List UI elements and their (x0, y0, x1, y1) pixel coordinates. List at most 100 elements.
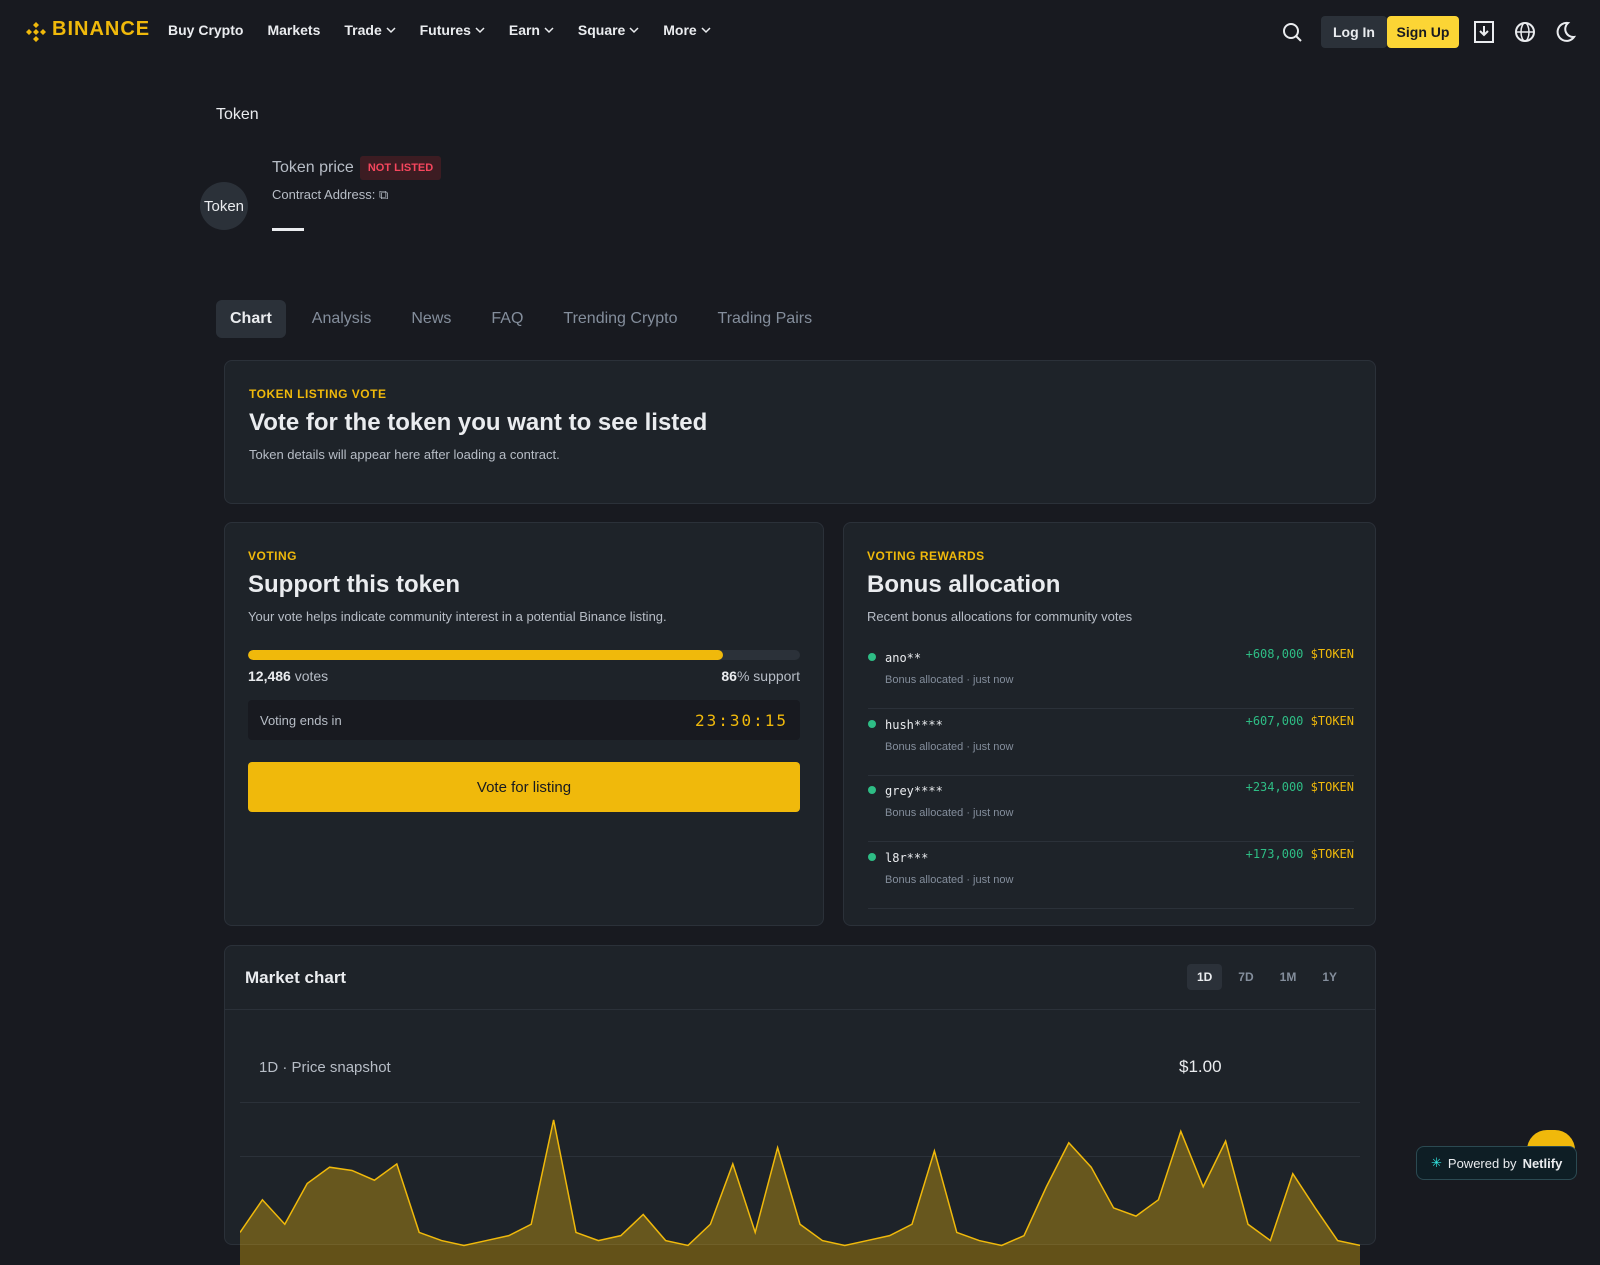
divider (225, 1009, 1375, 1010)
reward-item: hush**** Bonus allocated · just now +607,0… (868, 710, 1354, 776)
vote-button[interactable]: Vote for listing (248, 762, 800, 812)
range-button[interactable]: 1Y (1322, 970, 1337, 984)
chart-divider (240, 1102, 1360, 1103)
range-button[interactable]: 1D (1186, 964, 1223, 990)
rewards-title: Bonus allocation (867, 571, 1061, 598)
progress-bar (248, 650, 723, 660)
nav-link[interactable]: Trade (344, 22, 396, 38)
market-card: Market chart 1D 7D 1M 1Y 1D · Price snapsho… (224, 945, 1376, 1265)
price-chart (240, 1119, 1360, 1265)
breadcrumb: Token (216, 106, 259, 123)
listing-badge: NOT LISTED (359, 156, 442, 180)
chevron (386, 27, 396, 34)
chevron (544, 27, 554, 34)
nav-link[interactable]: More (663, 22, 711, 38)
contract-address: Contract Address: ⧉ (272, 187, 388, 203)
reward-item: grey**** Bonus allocated · just now +234,0… (868, 776, 1354, 842)
vote-stats: 12,486 votes 86% support (248, 668, 800, 684)
countdown: 23:30:15 (694, 710, 788, 730)
token-title: Token price (272, 159, 354, 176)
status-dot (868, 786, 876, 794)
reward-user: l8r*** (885, 850, 929, 865)
copy-icon[interactable]: ⧉ (378, 187, 389, 202)
token-logo: Token (200, 182, 248, 230)
voting-text: Your vote helps indicate community inter… (248, 609, 667, 624)
download-icon[interactable] (1474, 21, 1494, 43)
reward-user: hush**** (885, 717, 943, 732)
reward-amount: +608,000 (1245, 647, 1304, 661)
reward-amount-row: +173,000 $TOKEN (1246, 847, 1354, 861)
support-label: % support (736, 668, 800, 684)
nav-link[interactable]: Square (578, 22, 639, 38)
nav-links: Buy Crypto Markets Trade Futures Earn Squa… (168, 22, 711, 38)
nav-link[interactable]: Markets (267, 22, 321, 38)
voting-eyebrow: VOTING (248, 549, 298, 563)
reward-amount: +234,000 (1245, 780, 1304, 794)
range-button[interactable]: 1M (1279, 970, 1297, 984)
reward-amount-row: +234,000 $TOKEN (1246, 780, 1354, 794)
logo-icon (26, 22, 46, 42)
range-buttons: 1D 7D 1M 1Y (1186, 964, 1347, 990)
chevron (701, 27, 711, 34)
tab[interactable]: Analysis (311, 310, 372, 327)
support-number: 86 (721, 668, 737, 684)
badge-prefix: Powered by (1447, 1155, 1517, 1171)
reward-amount: +173,000 (1245, 846, 1304, 861)
reward-token: $TOKEN (1310, 846, 1354, 861)
language-icon[interactable] (1514, 21, 1536, 43)
rewards-eyebrow: VOTING REWARDS (867, 549, 985, 563)
price-placeholder (272, 228, 304, 231)
tabs: Chart Analysis News FAQ Trending Crypto Tradi… (216, 300, 838, 338)
reward-note: Bonus allocated · just now (885, 740, 1014, 753)
reward-item: l8r*** Bonus allocated · just now +173,000… (868, 843, 1354, 909)
reward-user: grey**** (885, 784, 943, 798)
nav-link[interactable]: Buy Crypto (168, 22, 244, 38)
nav-link[interactable]: Futures (420, 22, 485, 38)
range-button[interactable]: 7D (1238, 970, 1254, 984)
tab[interactable]: News (411, 310, 452, 327)
tab[interactable]: Chart (216, 300, 286, 338)
reward-note: Bonus allocated · just now (885, 873, 1014, 886)
tab[interactable]: Trending Crypto (563, 310, 678, 327)
netlify-icon: ✳ (1431, 1155, 1442, 1170)
reward-item: ano** Bonus allocated · just now +608,000 … (868, 643, 1354, 709)
reward-note: Bonus allocated · just now (885, 674, 1014, 686)
tab[interactable]: FAQ (491, 310, 524, 327)
countdown-label: Voting ends in (260, 712, 342, 728)
reward-token: $TOKEN (1310, 780, 1354, 794)
chart-guide (240, 1156, 1360, 1157)
snapshot-price: $1.00 (1179, 1057, 1222, 1076)
vote-count: 12,486 votes (248, 668, 328, 684)
nav-link[interactable]: Earn (509, 22, 554, 38)
netlify-badge[interactable]: ✳ Powered by Netlify (1416, 1146, 1578, 1180)
rewards-text: Recent bonus allocations for community v… (867, 609, 1133, 624)
vote-label: votes (294, 668, 329, 684)
reward-user: ano** (885, 651, 922, 665)
reward-amount: +607,000 (1245, 713, 1304, 728)
banner-title: Vote for the token you want to see liste… (249, 409, 708, 436)
signup-button[interactable]: Sign Up (1387, 16, 1459, 48)
badge-brand: Netlify (1522, 1155, 1563, 1171)
top-nav: BINANCE Buy Crypto Markets Trade Futures E… (0, 0, 1600, 64)
reward-amount-row: +607,000 $TOKEN (1246, 714, 1354, 728)
reward-token: $TOKEN (1310, 713, 1354, 728)
countdown-box: Voting ends in 23:30:15 (248, 700, 800, 740)
vote-number: 12,486 (248, 668, 291, 684)
theme-icon[interactable] (1554, 21, 1576, 43)
voting-title: Support this token (248, 571, 460, 598)
logo[interactable]: BINANCE (52, 18, 151, 40)
status-dot (868, 719, 876, 728)
market-title: Market chart (245, 968, 347, 987)
snapshot-label: 1D · Price snapshot (259, 1059, 391, 1076)
price-area (240, 1119, 1360, 1265)
tab[interactable]: Trading Pairs (717, 310, 813, 327)
rewards-card: VOTING REWARDS Bonus allocation Recent b… (843, 522, 1376, 926)
login-button[interactable]: Log In (1321, 16, 1387, 48)
support: 86% support (721, 668, 800, 684)
contract-label: Contract Address: (272, 187, 376, 202)
progress-track (248, 650, 800, 660)
reward-note: Bonus allocated · just now (885, 807, 1014, 819)
search-icon[interactable] (1282, 22, 1302, 42)
